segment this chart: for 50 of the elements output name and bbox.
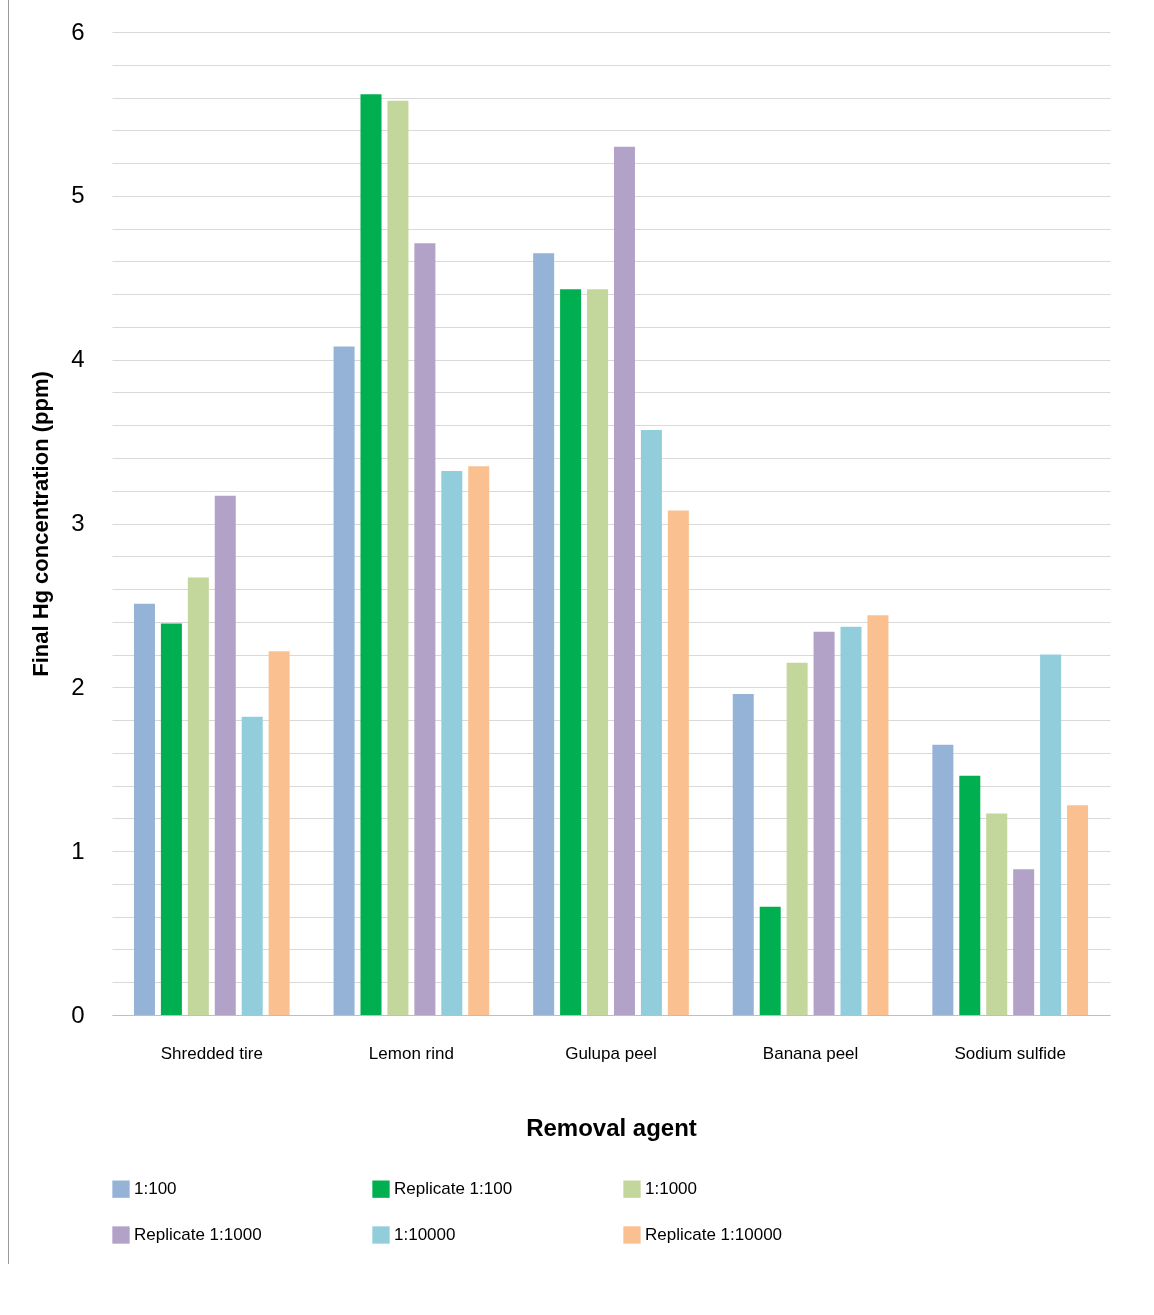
x-tick-label: Lemon rind	[368, 1043, 454, 1063]
bar	[640, 430, 662, 1015]
bar	[867, 615, 889, 1015]
y-tick-label: 2	[71, 672, 85, 700]
bar	[414, 243, 436, 1015]
bar	[813, 631, 835, 1015]
legend-label: 1:1000	[645, 1179, 697, 1199]
x-tick-label: Sodium sulfide	[954, 1043, 1066, 1063]
bar	[360, 94, 382, 1015]
bar	[613, 146, 635, 1015]
bar	[133, 603, 155, 1015]
y-axis-title: Final Hg concentration (ppm)	[28, 371, 54, 677]
bar	[241, 716, 263, 1015]
y-tick-label: 0	[71, 1000, 85, 1028]
bar	[533, 253, 555, 1015]
y-tick-label: 1	[71, 836, 85, 864]
legend-label: 1:10000	[394, 1225, 456, 1244]
bar	[441, 471, 463, 1015]
bar	[333, 346, 355, 1015]
x-axis-title: Removal agent	[526, 1113, 697, 1141]
bar	[587, 289, 609, 1015]
x-tick-label: Banana peel	[762, 1043, 859, 1063]
bar	[1013, 869, 1035, 1015]
x-tick-label: Gulupa peel	[565, 1043, 657, 1063]
y-tick-label: 5	[71, 181, 85, 209]
y-tick-label: 4	[71, 345, 85, 373]
bar	[786, 662, 808, 1015]
legend-label: Replicate 1:10000	[645, 1225, 783, 1244]
legend-label: Replicate 1:1000	[134, 1225, 262, 1244]
bar	[268, 651, 290, 1015]
y-tick-label: 6	[71, 17, 85, 45]
x-tick-label: Shredded tire	[160, 1043, 263, 1063]
bar	[840, 626, 862, 1015]
legend-label: 1:100	[134, 1179, 177, 1199]
bar	[1040, 654, 1062, 1015]
bar	[560, 289, 582, 1015]
bar	[732, 693, 754, 1015]
bar	[387, 100, 409, 1015]
bar	[214, 495, 236, 1015]
bar	[1067, 805, 1089, 1015]
bar	[959, 775, 981, 1015]
bar	[468, 466, 490, 1015]
bar	[932, 744, 954, 1015]
bar	[759, 906, 781, 1015]
bar	[986, 813, 1008, 1015]
bar	[667, 510, 689, 1015]
y-tick-label: 3	[71, 509, 85, 536]
bar	[187, 577, 209, 1015]
bar	[160, 623, 182, 1015]
legend-label: Replicate 1:100	[394, 1179, 513, 1199]
